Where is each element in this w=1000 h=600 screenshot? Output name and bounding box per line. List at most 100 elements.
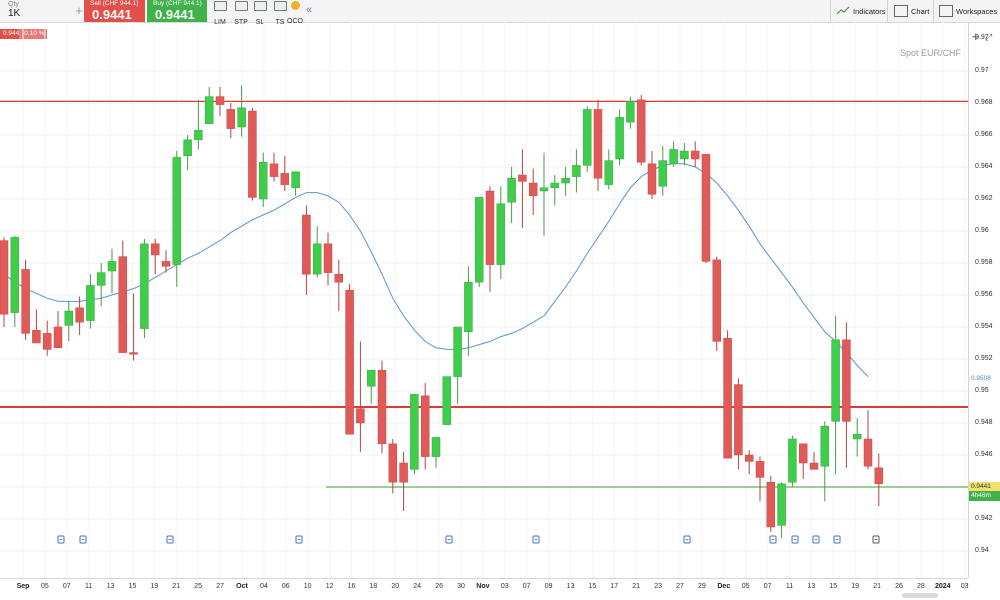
trailing-stop-button[interactable]: TS	[269, 1, 291, 26]
oco-order-button[interactable]: OCO	[285, 1, 305, 25]
price-tick: 0.96	[975, 227, 989, 234]
workspaces-icon	[939, 5, 953, 17]
stop-order-button[interactable]: STP	[230, 1, 252, 26]
candle	[302, 205, 311, 295]
last-price-label: 0.9441	[969, 482, 1000, 492]
date-tick: Dec	[717, 583, 731, 590]
date-tick: 29	[697, 583, 706, 590]
candle-body-down	[809, 462, 819, 470]
indicators-label: Indicators	[853, 6, 886, 16]
candle	[75, 296, 84, 335]
indicators-icon	[836, 6, 850, 15]
candle	[842, 322, 851, 468]
candle-body-down	[161, 261, 171, 267]
price-axis-top-label: 0.97	[975, 34, 989, 41]
candle-body-down	[356, 408, 365, 424]
chart-scrollbar[interactable]	[902, 593, 938, 598]
candle	[388, 439, 398, 494]
candle-body-up	[550, 182, 560, 189]
time-axis[interactable]	[0, 578, 968, 593]
chart-button[interactable]: Chart	[894, 2, 929, 20]
crosshair-icon[interactable]: ✛	[972, 32, 980, 42]
candle-body-down	[723, 337, 732, 459]
stop-loss-button[interactable]: SL	[249, 1, 271, 26]
indicators-button[interactable]: Indicators	[836, 2, 886, 20]
candle	[42, 320, 52, 356]
candle	[64, 301, 74, 342]
candle-body-down	[0, 240, 9, 315]
candle-body-down	[42, 333, 52, 350]
double-chevron-left-icon[interactable]: «	[306, 4, 313, 16]
candle	[874, 453, 884, 507]
candle	[755, 456, 765, 502]
candles-layer	[0, 85, 884, 539]
candle	[863, 410, 873, 470]
date-tick: 18	[369, 583, 378, 590]
expand-icon[interactable]: ⤢	[985, 32, 993, 42]
plus-icon[interactable]: +	[75, 3, 83, 18]
buy-button[interactable]: Buy (CHF 944.1) 0.9441	[147, 0, 207, 22]
price-change-badge: -0.10 %	[19, 29, 48, 39]
sell-button[interactable]: Sell (CHF 944.1) 0.9441	[84, 0, 145, 22]
date-tick: 27	[676, 583, 684, 590]
candle-body-up	[172, 157, 182, 265]
event-marker-icon	[295, 535, 303, 544]
candle	[701, 153, 711, 263]
quantity-value[interactable]: 1K	[8, 8, 21, 19]
candle	[215, 87, 225, 116]
date-tick: 09	[544, 583, 553, 590]
candle	[626, 96, 635, 129]
candle	[323, 232, 333, 286]
price-tick: 0.958	[975, 259, 993, 266]
candle-body-up	[820, 425, 830, 467]
candle	[636, 95, 646, 166]
date-tick: 12	[325, 583, 334, 590]
candle-body-up	[140, 243, 149, 329]
candle	[312, 226, 322, 278]
event-marker-icon	[166, 535, 174, 544]
workspaces-button[interactable]: Workspaces ⌄	[939, 2, 1000, 20]
candle-body-down	[874, 467, 884, 485]
candle	[712, 256, 722, 351]
candle-body-down	[302, 214, 311, 275]
candle-body-up	[410, 393, 419, 470]
candle-body-down	[377, 369, 387, 445]
candle-body-up	[831, 339, 840, 422]
candle-body-down	[863, 438, 873, 467]
event-marker-icon	[57, 535, 65, 544]
price-tick: 0.948	[975, 419, 993, 426]
date-tick: 26	[895, 583, 903, 590]
candle-body-up	[788, 438, 797, 483]
event-marker-icon	[445, 535, 453, 544]
price-tick: 0.964	[975, 163, 993, 170]
quantity-label: Qty	[8, 1, 19, 8]
candle-body-up	[658, 160, 668, 187]
candle	[518, 149, 527, 228]
candle-body-up	[194, 129, 203, 141]
candle	[485, 186, 495, 292]
candle	[194, 99, 203, 150]
candle	[237, 85, 246, 137]
date-tick: 13	[566, 583, 575, 590]
candle	[593, 99, 603, 191]
date-tick: 10	[303, 583, 312, 590]
moving-average-value: 0.9508	[971, 375, 991, 382]
price-axis[interactable]	[968, 22, 1000, 578]
candle-body-up	[572, 165, 581, 177]
candle-body-up	[604, 160, 614, 185]
stop-order-label: STP	[234, 19, 248, 26]
date-tick: 21	[172, 583, 181, 590]
candle-body-up	[366, 369, 376, 387]
candle-body-up	[204, 96, 214, 125]
date-tick: 25	[194, 583, 203, 590]
candle	[680, 143, 689, 166]
candle-body-down	[744, 454, 754, 462]
candle-body-down	[766, 481, 776, 528]
candle	[345, 283, 354, 435]
candle	[172, 151, 182, 287]
chart-grid	[0, 22, 968, 578]
candle-body-up	[86, 285, 95, 321]
quantity-field[interactable]: Qty 1K	[8, 1, 70, 19]
date-tick: 11	[85, 583, 93, 590]
